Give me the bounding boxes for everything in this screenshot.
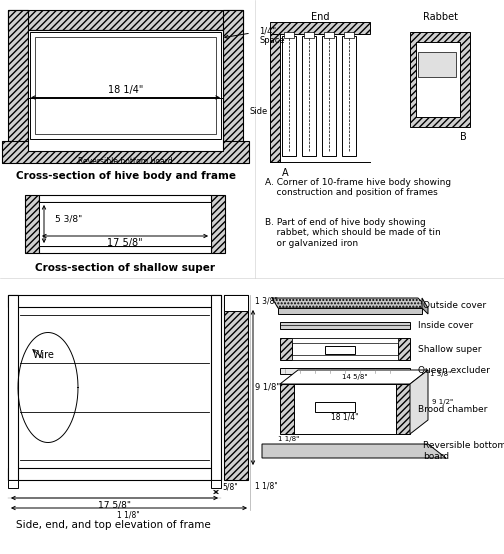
Bar — [35, 37, 216, 134]
Bar — [284, 32, 294, 38]
Bar — [418, 52, 456, 77]
Bar — [39, 195, 211, 202]
Bar — [8, 10, 243, 30]
Bar — [292, 338, 398, 360]
Text: Reversible bottom board: Reversible bottom board — [78, 157, 173, 166]
Bar — [325, 346, 355, 354]
Bar — [270, 34, 280, 162]
Bar — [39, 202, 211, 246]
Text: B: B — [460, 132, 467, 142]
Text: 5 3/8": 5 3/8" — [55, 214, 82, 223]
Bar — [302, 36, 316, 156]
Text: 9 1/8": 9 1/8" — [255, 383, 280, 392]
Bar — [322, 36, 336, 156]
Polygon shape — [280, 370, 428, 384]
Text: Rabbet: Rabbet — [422, 12, 458, 22]
Text: 5/8": 5/8" — [222, 482, 238, 491]
Bar — [8, 480, 18, 488]
Bar — [8, 295, 221, 307]
Text: 1 3/8": 1 3/8" — [430, 371, 451, 377]
Text: 14 5/8": 14 5/8" — [342, 374, 368, 380]
Text: 1 1/8": 1 1/8" — [116, 510, 140, 519]
Bar — [280, 338, 292, 360]
Text: 1/4"
Space: 1/4" Space — [259, 26, 285, 45]
Text: A: A — [282, 168, 289, 178]
Bar — [315, 402, 355, 412]
Bar — [410, 32, 470, 127]
Text: Side: Side — [250, 107, 268, 116]
Text: B. Part of end of hive body showing
    rabbet, which should be made of tin
    : B. Part of end of hive body showing rabb… — [265, 218, 441, 248]
Bar — [324, 32, 334, 38]
Polygon shape — [410, 370, 428, 434]
Bar — [25, 195, 39, 253]
Text: 17 5/8": 17 5/8" — [98, 500, 131, 509]
Text: 9 1/2": 9 1/2" — [432, 399, 453, 405]
Bar — [8, 468, 221, 480]
Text: Brood chamber: Brood chamber — [418, 404, 487, 413]
Text: Wire: Wire — [33, 350, 55, 360]
Polygon shape — [422, 298, 428, 314]
Bar — [342, 36, 356, 156]
Bar — [224, 295, 248, 311]
Bar — [8, 10, 28, 155]
Bar — [224, 295, 248, 480]
Text: Inside cover: Inside cover — [418, 321, 473, 330]
Bar — [344, 32, 354, 38]
Bar — [396, 384, 410, 434]
Bar — [2, 141, 249, 163]
Bar — [292, 338, 398, 343]
Bar — [39, 246, 211, 253]
Text: Cross-section of shallow super: Cross-section of shallow super — [35, 263, 215, 273]
Bar — [280, 368, 410, 374]
Bar — [211, 295, 221, 480]
Text: Outside cover: Outside cover — [423, 301, 486, 310]
Text: 1 1/8": 1 1/8" — [255, 481, 278, 490]
Bar — [280, 384, 294, 434]
Bar — [280, 322, 410, 329]
Bar — [211, 480, 221, 488]
Bar — [304, 32, 314, 38]
Bar — [8, 295, 18, 480]
Text: Reversible bottom
board: Reversible bottom board — [423, 442, 504, 461]
Text: 18 1/4": 18 1/4" — [108, 85, 143, 95]
Text: Queen excluder: Queen excluder — [418, 367, 490, 376]
Text: 17 5/8": 17 5/8" — [107, 238, 143, 248]
Text: 18 1/4": 18 1/4" — [331, 413, 359, 422]
Bar — [28, 30, 223, 151]
Polygon shape — [272, 298, 428, 308]
Text: 1 3/8": 1 3/8" — [255, 296, 278, 305]
Bar — [398, 338, 410, 360]
Text: A. Corner of 10-frame hive body showing
    construction and position of frames: A. Corner of 10-frame hive body showing … — [265, 178, 451, 197]
Text: 1 1/8": 1 1/8" — [278, 436, 299, 442]
Bar — [270, 22, 370, 34]
Bar — [30, 32, 221, 139]
Bar — [223, 10, 243, 155]
Bar — [416, 42, 460, 117]
Text: Cross-section of hive body and frame: Cross-section of hive body and frame — [16, 171, 235, 181]
Text: Shallow super: Shallow super — [418, 345, 481, 353]
Text: Side, end, and top elevation of frame: Side, end, and top elevation of frame — [16, 520, 210, 530]
Text: End: End — [311, 12, 329, 22]
Bar — [278, 308, 422, 314]
Polygon shape — [262, 444, 446, 458]
Bar — [282, 36, 296, 156]
Bar — [211, 195, 225, 253]
Bar — [292, 355, 398, 360]
Bar — [294, 384, 396, 434]
